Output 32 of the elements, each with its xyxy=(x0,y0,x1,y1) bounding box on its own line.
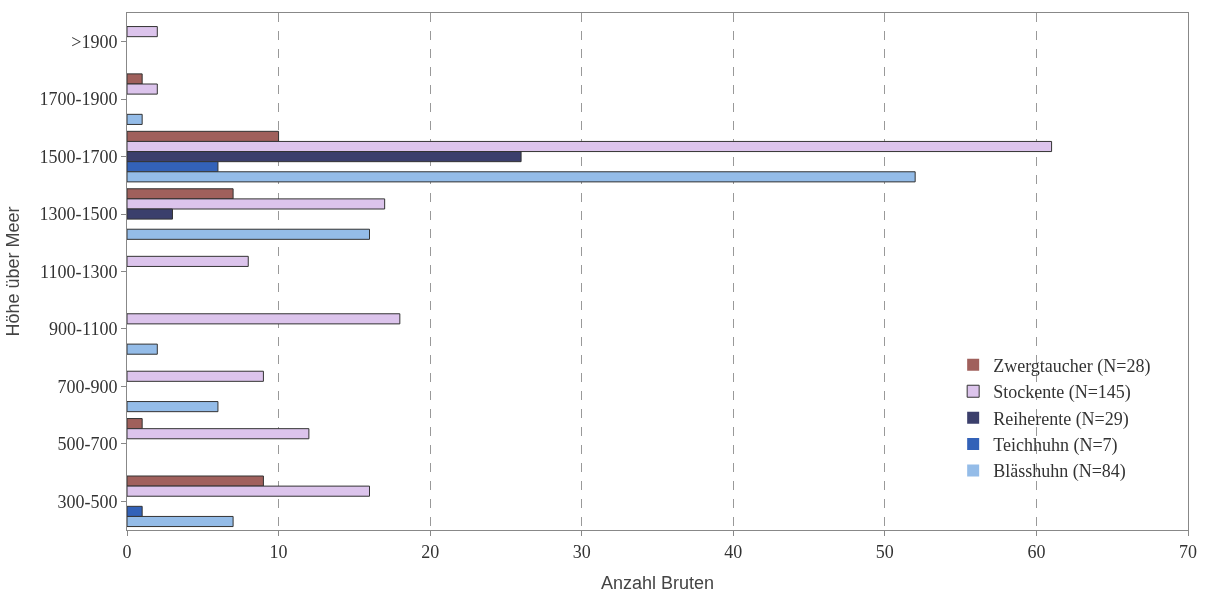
x-tick-label: 60 xyxy=(1027,541,1046,562)
bar xyxy=(127,370,264,382)
bar xyxy=(127,26,158,38)
y-tick-label: 1100-1300 xyxy=(40,261,118,282)
bar xyxy=(127,343,158,355)
x-tick-label: 50 xyxy=(875,541,894,562)
y-tick-label: 500-700 xyxy=(57,434,118,455)
y-tick-label: >1900 xyxy=(71,32,118,53)
legend-label: Stockente (N=145) xyxy=(993,382,1131,404)
legend-label: Blässhuhn (N=84) xyxy=(993,461,1126,483)
y-tick-label: 300-500 xyxy=(57,491,118,512)
x-tick-label: 10 xyxy=(269,541,288,562)
y-axis-title: Höhe über Meer xyxy=(2,206,23,337)
bar xyxy=(127,255,249,267)
y-tick-label: 700-900 xyxy=(57,376,118,397)
bar xyxy=(127,313,401,325)
x-tick-label: 0 xyxy=(122,541,132,562)
bar xyxy=(127,228,371,240)
y-tick-label: 900-1100 xyxy=(49,319,118,340)
bar xyxy=(127,401,219,413)
y-tick-label: 1500-1700 xyxy=(39,146,118,167)
legend-label: Reiherente (N=29) xyxy=(993,408,1129,430)
x-tick-label: 40 xyxy=(724,541,743,562)
y-tick-label: 1700-1900 xyxy=(39,89,118,110)
x-tick-label: 70 xyxy=(1179,541,1197,562)
legend-label: Zwergtaucher (N=28) xyxy=(993,355,1151,377)
x-tick-label: 20 xyxy=(421,541,440,562)
x-axis-title: Anzahl Bruten xyxy=(600,572,715,593)
legend-label: Teichhuhn (N=7) xyxy=(993,435,1118,457)
x-tick-label: 30 xyxy=(572,541,591,562)
bar xyxy=(127,113,143,125)
y-tick-label: 1300-1500 xyxy=(39,204,118,225)
